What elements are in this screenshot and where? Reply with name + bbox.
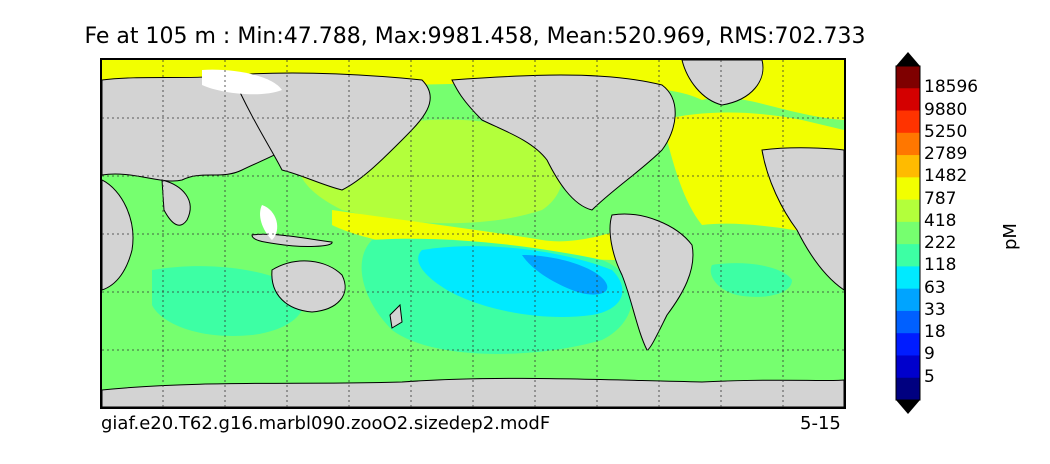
land-south-america: [609, 213, 694, 351]
map-panel: [100, 58, 846, 409]
graticule: [102, 60, 844, 407]
colorbar-swatch: [896, 88, 920, 112]
colorbar-tick-label: 9: [924, 344, 935, 365]
run-name: giaf.e20.T62.g16.marbl090.zooO2.sizedep2…: [101, 413, 551, 434]
colorbar-extend-min: [896, 400, 920, 414]
colorbar-tick-label: 5: [924, 366, 935, 387]
colorbar-tick-label: 418: [924, 210, 957, 231]
land-greenland: [681, 60, 764, 106]
land-africa: [102, 179, 134, 291]
land-africa-east: [761, 147, 844, 291]
colorbar-swatch: [896, 244, 920, 267]
colorbar-tick-label: 9880: [924, 99, 968, 120]
colorbar-tick-label: 118: [924, 255, 957, 276]
colorbar-border: [895, 65, 921, 401]
colorbar-swatch: [896, 110, 920, 134]
contour-indian-teal: [152, 266, 305, 336]
missing-data-arctic: [202, 69, 282, 95]
colorbar-swatch: [896, 132, 920, 156]
colorbar-tick-label: 1482: [924, 166, 968, 187]
contour-atlantic-teal: [710, 263, 792, 297]
contour-equatorial-yellow: [332, 210, 622, 260]
map-title: Fe at 105 m : Min:47.788, Max:9981.458, …: [84, 24, 866, 49]
land-asia-east: [231, 72, 431, 191]
contour-south-pacific-core: [522, 255, 608, 295]
time-range: 5-15: [800, 413, 841, 434]
land-india: [161, 179, 191, 226]
land-australia: [271, 260, 346, 313]
colorbar-swatch: [896, 199, 920, 223]
colorbar-tick-label: 222: [924, 233, 957, 254]
land-north-america: [451, 74, 676, 211]
colorbar-swatch: [896, 177, 920, 201]
colorbar-swatch: [896, 66, 920, 89]
colorbar-tick-label: 33: [924, 299, 946, 320]
colorbar-swatch: [896, 288, 920, 312]
colorbar-swatch: [896, 310, 920, 334]
colorbar-swatch: [896, 221, 920, 245]
colorbar-swatch: [896, 377, 920, 401]
colorbar-tick-label: 63: [924, 277, 946, 298]
land-antarctica: [102, 377, 844, 407]
ocean-map: [102, 60, 844, 407]
colorbar-swatch: [896, 155, 920, 178]
colorbar-unit: pM: [1000, 223, 1021, 250]
land-new-zealand: [389, 303, 403, 329]
colorbar-swatch: [896, 333, 920, 356]
colorbar-tick-label: 18: [924, 322, 946, 343]
colorbar-tick-label: 2789: [924, 144, 968, 165]
colorbar-swatch: [896, 266, 920, 290]
colorbar-swatch: [896, 355, 920, 379]
colorbar-tick-label: 787: [924, 188, 957, 209]
colorbar: [895, 52, 921, 414]
colorbar-tick-label: 18596: [924, 77, 979, 98]
colorbar-tick-label: 5250: [924, 121, 968, 142]
missing-data-asia: [260, 205, 278, 240]
colorbar-extend-max: [896, 52, 920, 66]
